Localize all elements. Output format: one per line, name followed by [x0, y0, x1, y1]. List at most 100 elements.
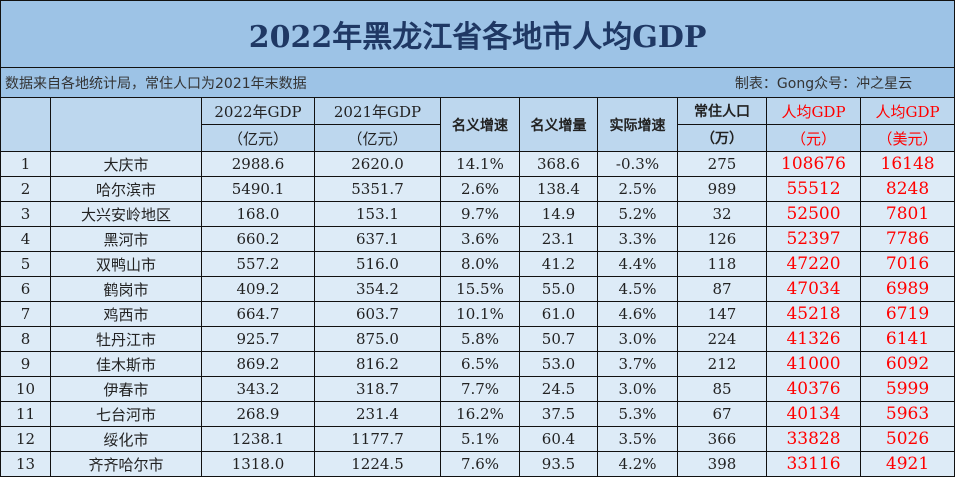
header-per-capita-cny-unit: （元） — [766, 124, 861, 152]
cell-gdp-2022: 268.9 — [201, 401, 315, 427]
cell-gdp-2022: 343.2 — [201, 376, 315, 402]
cell-nominal-increase: 60.4 — [519, 426, 598, 452]
table-row: 12 绥化市 1238.1 1177.7 5.1% 60.4 3.5% 366 33828 502… — [0, 426, 956, 452]
cell-city: 鹤岗市 — [50, 276, 202, 302]
cell-city: 大庆市 — [50, 151, 202, 177]
cell-nominal-increase: 55.0 — [519, 276, 598, 302]
cell-nominal-increase: 368.6 — [519, 151, 598, 177]
cell-per-capita-usd: 7801 — [859, 201, 956, 227]
cell-per-capita-usd: 7786 — [859, 226, 956, 252]
cell-nominal-growth: 8.0% — [440, 251, 520, 277]
cell-nominal-growth: 7.7% — [440, 376, 520, 402]
cell-per-capita-usd: 5999 — [859, 376, 956, 402]
cell-per-capita-usd: 8248 — [859, 176, 956, 202]
cell-population: 85 — [677, 376, 767, 402]
cell-per-capita-usd: 5963 — [859, 401, 956, 427]
cell-nominal-growth: 2.6% — [440, 176, 520, 202]
cell-city: 齐齐哈尔市 — [50, 451, 202, 477]
cell-nominal-increase: 41.2 — [519, 251, 598, 277]
cell-population: 87 — [677, 276, 767, 302]
cell-nominal-increase: 61.0 — [519, 301, 598, 327]
cell-per-capita-cny: 55512 — [766, 176, 861, 202]
cell-nominal-increase: 23.1 — [519, 226, 598, 252]
header-gdp2022-unit: （亿元） — [201, 124, 315, 152]
cell-gdp-2021: 5351.7 — [314, 176, 441, 202]
cell-gdp-2022: 664.7 — [201, 301, 315, 327]
cell-per-capita-cny: 40134 — [766, 401, 861, 427]
cell-population: 398 — [677, 451, 767, 477]
cell-per-capita-cny: 40376 — [766, 376, 861, 402]
cell-nominal-increase: 53.0 — [519, 351, 598, 377]
cell-gdp-2022: 5490.1 — [201, 176, 315, 202]
cell-nominal-increase: 138.4 — [519, 176, 598, 202]
cell-nominal-growth: 3.6% — [440, 226, 520, 252]
cell-population: 275 — [677, 151, 767, 177]
cell-rank: 4 — [0, 226, 51, 252]
cell-city: 佳木斯市 — [50, 351, 202, 377]
cell-population: 32 — [677, 201, 767, 227]
table-row: 3 大兴安岭地区 168.0 153.1 9.7% 14.9 5.2% 32 52500 7801 — [0, 201, 956, 227]
cell-population: 224 — [677, 326, 767, 352]
cell-gdp-2022: 409.2 — [201, 276, 315, 302]
table-row: 11 七台河市 268.9 231.4 16.2% 37.5 5.3% 67 40134 5963 — [0, 401, 956, 427]
cell-real-growth: 5.2% — [597, 201, 678, 227]
cell-real-growth: 4.4% — [597, 251, 678, 277]
cell-rank: 12 — [0, 426, 51, 452]
cell-per-capita-cny: 33828 — [766, 426, 861, 452]
cell-rank: 6 — [0, 276, 51, 302]
cell-gdp-2022: 557.2 — [201, 251, 315, 277]
table-row: 4 黑河市 660.2 637.1 3.6% 23.1 3.3% 126 52397 7786 — [0, 226, 956, 252]
table-row: 10 伊春市 343.2 318.7 7.7% 24.5 3.0% 85 40376 5999 — [0, 376, 956, 402]
cell-per-capita-cny: 52397 — [766, 226, 861, 252]
cell-per-capita-usd: 5026 — [859, 426, 956, 452]
cell-per-capita-cny: 41326 — [766, 326, 861, 352]
cell-gdp-2022: 1318.0 — [201, 451, 315, 477]
cell-real-growth: 3.3% — [597, 226, 678, 252]
header-population-unit: （万） — [677, 124, 767, 152]
cell-nominal-increase: 24.5 — [519, 376, 598, 402]
header-per-capita-usd: 人均GDP — [859, 97, 956, 125]
cell-real-growth: 3.0% — [597, 326, 678, 352]
table-title: 2022年黑龙江省各地市人均GDP — [0, 0, 956, 68]
cell-gdp-2021: 318.7 — [314, 376, 441, 402]
cell-real-growth: 4.2% — [597, 451, 678, 477]
cell-nominal-growth: 6.5% — [440, 351, 520, 377]
cell-per-capita-cny: 33116 — [766, 451, 861, 477]
cell-population: 147 — [677, 301, 767, 327]
cell-gdp-2021: 603.7 — [314, 301, 441, 327]
header-nominal-growth: 名义增速 — [440, 97, 520, 152]
cell-rank: 3 — [0, 201, 51, 227]
cell-rank: 13 — [0, 451, 51, 477]
cell-population: 366 — [677, 426, 767, 452]
header-nominal-increase: 名义增量 — [519, 97, 598, 152]
cell-nominal-increase: 50.7 — [519, 326, 598, 352]
cell-nominal-growth: 10.1% — [440, 301, 520, 327]
cell-nominal-growth: 5.8% — [440, 326, 520, 352]
cell-rank: 2 — [0, 176, 51, 202]
cell-real-growth: 2.5% — [597, 176, 678, 202]
cell-rank: 10 — [0, 376, 51, 402]
source-note: 数据来自各地统计局，常住人口为2021年末数据 — [0, 67, 598, 98]
cell-per-capita-usd: 6719 — [859, 301, 956, 327]
cell-rank: 1 — [0, 151, 51, 177]
cell-gdp-2021: 637.1 — [314, 226, 441, 252]
cell-real-growth: 3.7% — [597, 351, 678, 377]
cell-gdp-2021: 1177.7 — [314, 426, 441, 452]
cell-city: 鸡西市 — [50, 301, 202, 327]
cell-nominal-growth: 15.5% — [440, 276, 520, 302]
cell-nominal-increase: 37.5 — [519, 401, 598, 427]
table-row: 13 齐齐哈尔市 1318.0 1224.5 7.6% 93.5 4.2% 398 33116 4… — [0, 451, 956, 477]
cell-real-growth: 5.3% — [597, 401, 678, 427]
cell-per-capita-cny: 108676 — [766, 151, 861, 177]
cell-population: 212 — [677, 351, 767, 377]
cell-gdp-2022: 869.2 — [201, 351, 315, 377]
table-row: 5 双鸭山市 557.2 516.0 8.0% 41.2 4.4% 118 47220 7016 — [0, 251, 956, 277]
cell-rank: 8 — [0, 326, 51, 352]
cell-gdp-2021: 1224.5 — [314, 451, 441, 477]
cell-city: 哈尔滨市 — [50, 176, 202, 202]
cell-gdp-2022: 925.7 — [201, 326, 315, 352]
table-row: 2 哈尔滨市 5490.1 5351.7 2.6% 138.4 2.5% 989 55512 82… — [0, 176, 956, 202]
header-per-capita-cny: 人均GDP — [766, 97, 861, 125]
cell-nominal-growth: 5.1% — [440, 426, 520, 452]
cell-city: 黑河市 — [50, 226, 202, 252]
